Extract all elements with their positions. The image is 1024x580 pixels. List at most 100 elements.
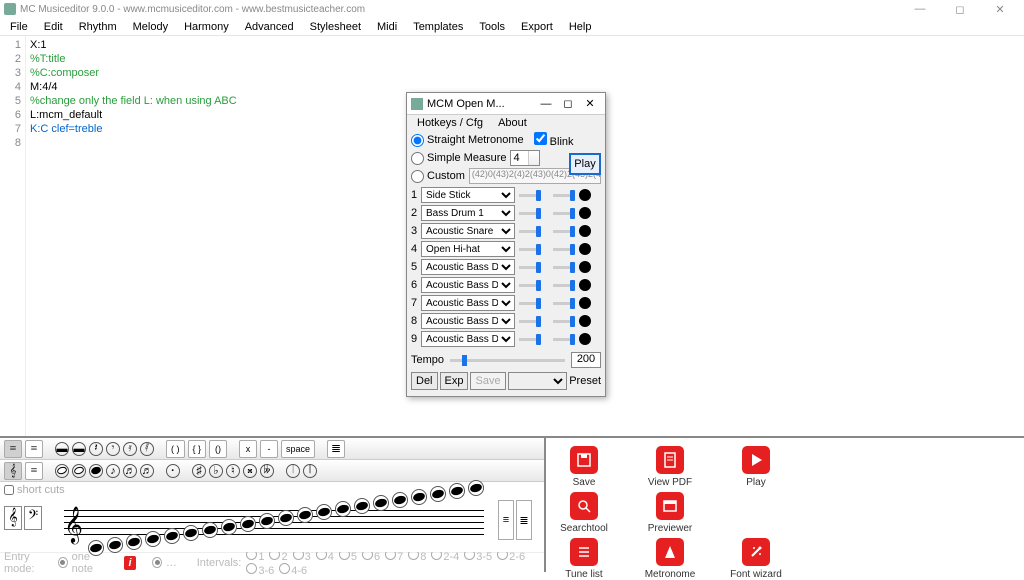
drum-slider-a-4[interactable] (519, 248, 541, 251)
drum-slider-b-1[interactable] (553, 194, 575, 197)
dialog-maximize-icon[interactable]: ◻ (557, 95, 579, 113)
drum-select-7[interactable]: Acoustic Bass Drum (421, 295, 515, 311)
preset-select[interactable] (508, 372, 568, 390)
staff-note-16[interactable] (392, 492, 408, 508)
exp-button[interactable]: Exp (440, 372, 469, 390)
staff-note-1[interactable] (107, 537, 123, 553)
drum-slider-a-3[interactable] (519, 230, 541, 233)
drum-slider-a-7[interactable] (519, 302, 541, 305)
action-save[interactable]: Save (556, 446, 612, 488)
rest-eighth[interactable]: 𝄾 (106, 442, 120, 456)
drum-slider-b-7[interactable] (553, 302, 575, 305)
note-half[interactable] (72, 464, 86, 478)
dbl-sharp-btn[interactable]: 𝄪 (243, 464, 257, 478)
drum-slider-a-6[interactable] (519, 284, 541, 287)
menu-rhythm[interactable]: Rhythm (71, 19, 125, 35)
straight-radio[interactable] (411, 134, 424, 147)
action-preview[interactable]: Previewer (642, 492, 698, 534)
menu-stylesheet[interactable]: Stylesheet (302, 19, 369, 35)
drum-slider-a-8[interactable] (519, 320, 541, 323)
drum-slider-a-2[interactable] (519, 212, 541, 215)
menu-help[interactable]: Help (561, 19, 600, 35)
tool-btn[interactable]: ≣ (327, 440, 345, 458)
staff-note-4[interactable] (164, 528, 180, 544)
tempo-value[interactable]: 200 (571, 352, 601, 368)
blink-checkbox[interactable] (534, 132, 547, 145)
staff-note-12[interactable] (316, 504, 332, 520)
staff-note-9[interactable] (259, 513, 275, 529)
tool-btn[interactable]: ≡ (4, 440, 22, 458)
action-metro[interactable]: Metronome (642, 538, 698, 580)
drum-select-3[interactable]: Acoustic Snare (421, 223, 515, 239)
drum-select-8[interactable]: Acoustic Bass Drum (421, 313, 515, 329)
drum-slider-b-3[interactable] (553, 230, 575, 233)
staff-note-20[interactable] (468, 480, 484, 496)
note-quarter[interactable] (89, 464, 103, 478)
staff-note-11[interactable] (297, 507, 313, 523)
staff-note-0[interactable] (88, 540, 104, 556)
rest-32[interactable]: 𝅀 (140, 442, 154, 456)
staff-note-5[interactable] (183, 525, 199, 541)
tool-btn[interactable]: ( ) (166, 440, 185, 458)
action-pdf[interactable]: View PDF (642, 446, 698, 488)
menu-templates[interactable]: Templates (405, 19, 471, 35)
staff-note-19[interactable] (449, 483, 465, 499)
menu-harmony[interactable]: Harmony (176, 19, 237, 35)
tool-btn[interactable]: () (209, 440, 227, 458)
drum-slider-b-6[interactable] (553, 284, 575, 287)
menu-export[interactable]: Export (513, 19, 561, 35)
drum-slider-b-8[interactable] (553, 320, 575, 323)
tool-btn[interactable]: { } (188, 440, 207, 458)
minimize-icon[interactable]: — (900, 0, 940, 18)
drum-select-4[interactable]: Open Hi-hat (421, 241, 515, 257)
info-icon[interactable]: i (124, 556, 136, 570)
treble-clef-button[interactable]: 𝄞 (4, 506, 22, 530)
drum-slider-b-9[interactable] (553, 338, 575, 341)
action-search[interactable]: Searchtool (556, 492, 612, 534)
drum-slider-b-4[interactable] (553, 248, 575, 251)
close-icon[interactable]: ✕ (980, 0, 1020, 18)
staff-note-13[interactable] (335, 501, 351, 517)
note-whole[interactable] (55, 464, 69, 478)
drum-slider-b-2[interactable] (553, 212, 575, 215)
note-32[interactable]: ♬ (140, 464, 154, 478)
rest-half[interactable]: ▬ (72, 442, 86, 456)
dash-button[interactable]: - (260, 440, 278, 458)
one-note-radio[interactable] (58, 557, 68, 568)
drum-select-6[interactable]: Acoustic Bass Drum (421, 277, 515, 293)
staff-note-2[interactable] (126, 534, 142, 550)
drum-slider-b-5[interactable] (553, 266, 575, 269)
bar-btn[interactable]: 𝄁 (303, 464, 317, 478)
save-button[interactable]: Save (470, 372, 505, 390)
x-button[interactable]: x (239, 440, 257, 458)
drum-slider-a-9[interactable] (519, 338, 541, 341)
drum-select-5[interactable]: Acoustic Bass Drum (421, 259, 515, 275)
note-16[interactable]: ♬ (123, 464, 137, 478)
action-list[interactable]: Tune list (556, 538, 612, 580)
shortcuts-toggle[interactable]: short cuts (4, 484, 65, 496)
menu-file[interactable]: File (2, 19, 36, 35)
custom-radio[interactable] (411, 170, 424, 183)
drum-select-1[interactable]: Side Stick (421, 187, 515, 203)
drum-slider-a-5[interactable] (519, 266, 541, 269)
note-eighth[interactable]: ♪ (106, 464, 120, 478)
tempo-slider[interactable] (450, 359, 565, 362)
rest-quarter[interactable]: 𝄽 (89, 442, 103, 456)
menu-midi[interactable]: Midi (369, 19, 405, 35)
del-button[interactable]: Del (411, 372, 438, 390)
menu-tools[interactable]: Tools (471, 19, 513, 35)
sharp-btn[interactable]: ♯ (192, 464, 206, 478)
staff-note-17[interactable] (411, 489, 427, 505)
flat-btn[interactable]: ♭ (209, 464, 223, 478)
staff-note-18[interactable] (430, 486, 446, 502)
dialog-titlebar[interactable]: MCM Open M... — ◻ ✕ (407, 93, 605, 115)
natural-btn[interactable]: ♮ (226, 464, 240, 478)
staff-end-btn[interactable]: ≡ (498, 500, 514, 540)
action-wand[interactable]: Font wizard (728, 538, 784, 580)
staff-area[interactable]: short cuts 𝄞 𝄢 𝄞 ≡ ≣ (0, 482, 544, 552)
menu-melody[interactable]: Melody (125, 19, 176, 35)
menu-edit[interactable]: Edit (36, 19, 71, 35)
simple-value-stepper[interactable]: 4 (510, 150, 540, 166)
staff-note-6[interactable] (202, 522, 218, 538)
simple-radio[interactable] (411, 152, 424, 165)
